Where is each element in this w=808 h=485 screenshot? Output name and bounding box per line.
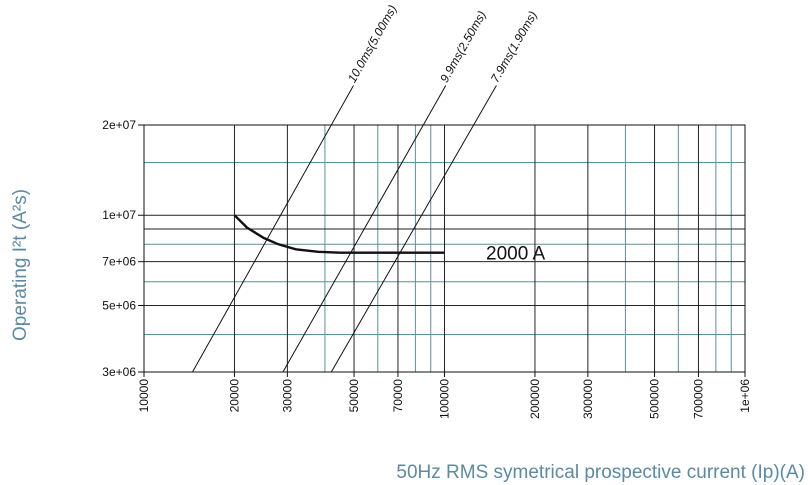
x-tick-label: 300000	[581, 379, 595, 419]
y-tick-label: 1e+07	[102, 208, 136, 222]
x-tick-label: 200000	[528, 379, 542, 419]
reference-line-label: 7.9ms(1.90ms)	[488, 9, 540, 85]
y-tick-label: 7e+06	[102, 255, 136, 269]
x-tick-label: 1e+06	[738, 379, 752, 413]
x-axis-title: 50Hz RMS symetrical prospective current …	[396, 462, 805, 483]
x-tick-label: 20000	[227, 379, 241, 413]
x-tick-label: 50000	[347, 379, 361, 413]
x-tick-label: 500000	[648, 379, 662, 419]
series	[235, 215, 445, 253]
grid-major	[144, 125, 745, 372]
y-tick-label: 3e+06	[102, 365, 136, 379]
series-labels: 2000 A	[486, 244, 545, 265]
reference-line-label: 9.9ms(2.50ms)	[437, 8, 489, 84]
series-label: 2000 A	[486, 244, 545, 265]
reference-line-label: 10.0ms(5.00ms)	[345, 3, 400, 85]
x-tick-label: 70000	[391, 379, 405, 413]
reference-line-labels: 10.0ms(5.00ms) 9.9ms(2.50ms)7.9ms(1.90ms)	[345, 3, 540, 85]
x-tick-label: 30000	[280, 379, 294, 413]
y-tick-labels: 3e+06 5e+06 7e+06 1e+07 2e+07	[102, 118, 144, 379]
x-tick-label: 700000	[691, 379, 705, 419]
x-tick-labels: 10000 20000 30000 50000 70000 100000 200000 300…	[137, 372, 752, 419]
x-tick-label: 100000	[438, 379, 452, 419]
y-tick-label: 5e+06	[102, 298, 136, 312]
y-axis-title: Operating I²t (A²s)	[10, 189, 31, 341]
y-tick-label: 2e+07	[102, 118, 136, 132]
series-line	[235, 215, 445, 253]
x-tick-label: 10000	[137, 379, 151, 413]
